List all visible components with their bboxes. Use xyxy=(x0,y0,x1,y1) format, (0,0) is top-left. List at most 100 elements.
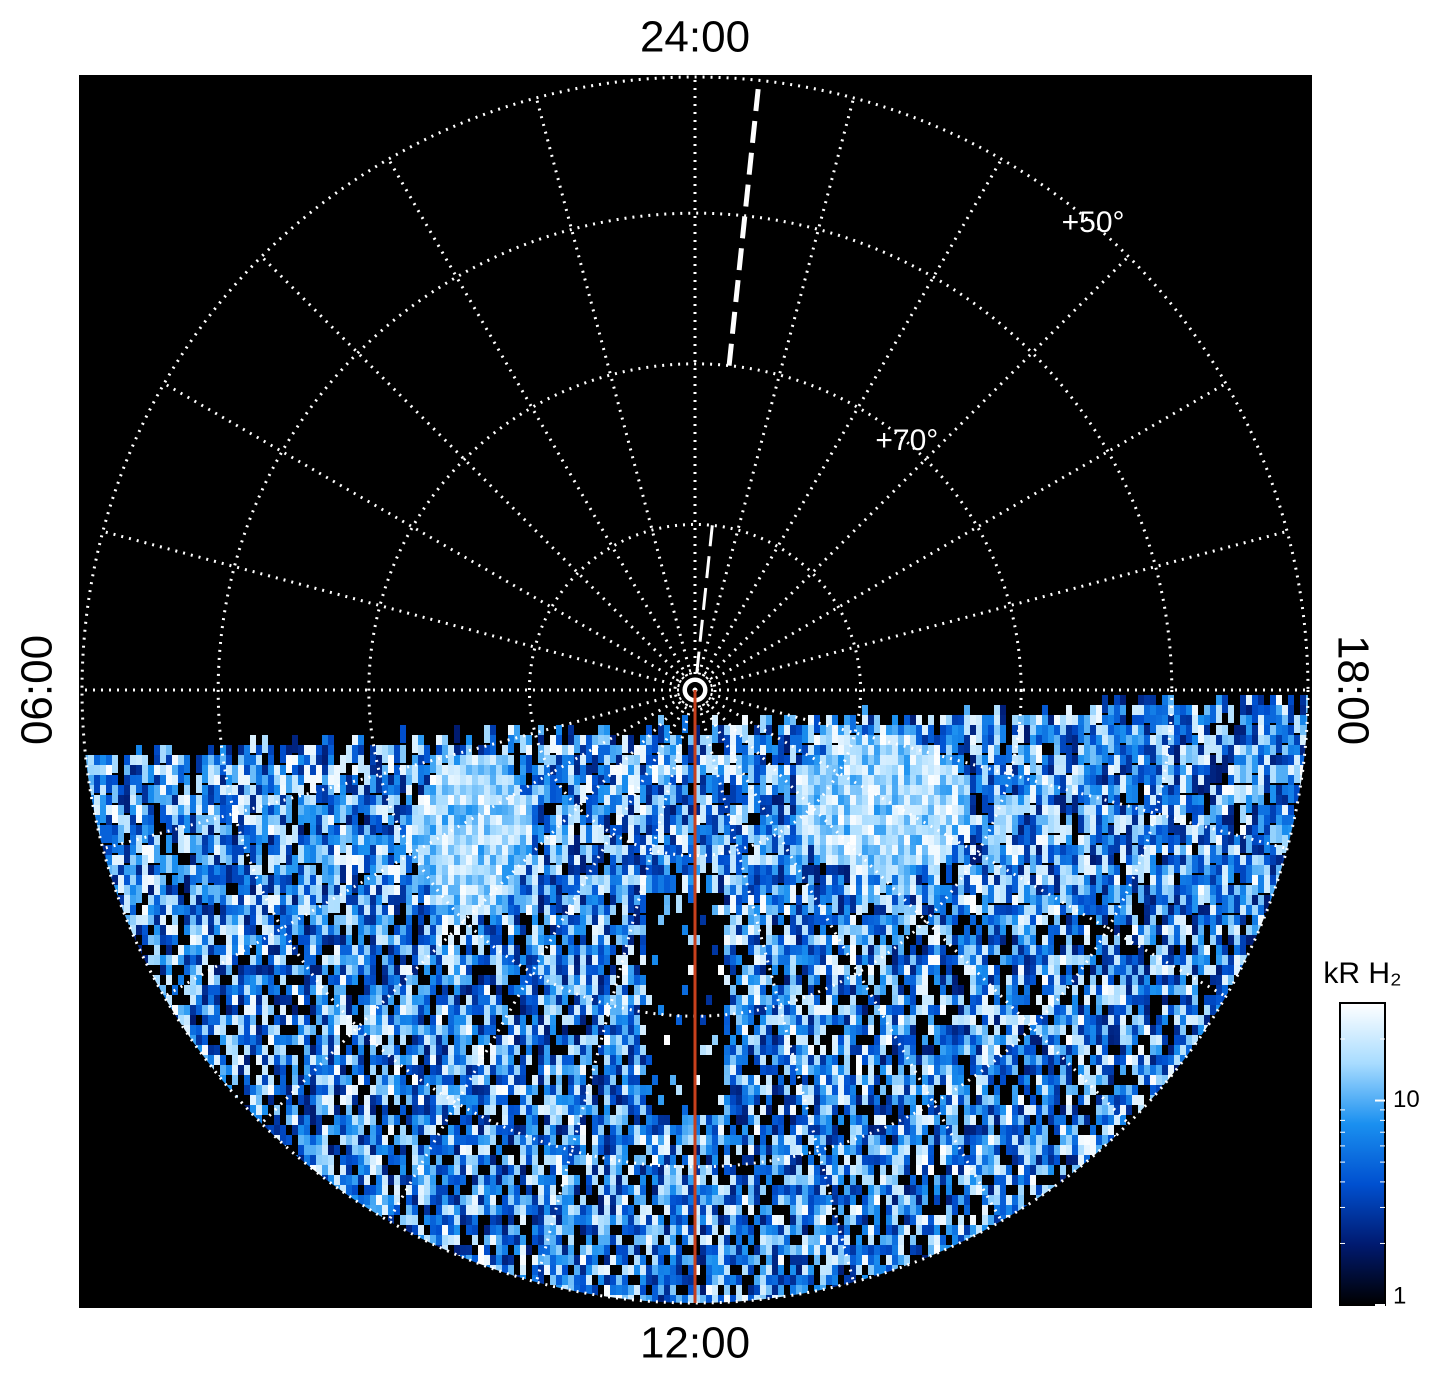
pixel xyxy=(952,1015,958,1025)
pixel xyxy=(592,875,598,893)
pixel xyxy=(658,765,664,783)
pixel xyxy=(838,965,844,975)
pixel xyxy=(442,955,448,965)
pixel xyxy=(694,805,700,823)
pixel xyxy=(640,955,646,965)
pixel xyxy=(562,965,568,975)
pixel xyxy=(922,975,928,985)
pixel xyxy=(730,805,736,823)
pixel xyxy=(124,895,130,913)
pixel xyxy=(1036,735,1042,753)
pixel xyxy=(490,865,496,883)
pixel xyxy=(154,975,160,985)
pixel xyxy=(982,1005,988,1015)
pixel xyxy=(952,915,958,925)
pixel xyxy=(832,715,838,733)
pixel xyxy=(1096,935,1102,945)
pixel xyxy=(400,725,406,743)
pixel xyxy=(742,715,748,733)
pixel xyxy=(808,805,814,823)
pixel xyxy=(322,785,328,803)
pixel xyxy=(886,745,892,763)
pixel xyxy=(796,755,802,773)
pixel xyxy=(1216,735,1222,753)
pixel xyxy=(556,885,562,903)
pixel xyxy=(1066,745,1072,763)
pixel xyxy=(622,955,628,965)
pixel xyxy=(910,985,916,995)
pixel xyxy=(586,945,592,955)
pixel xyxy=(166,765,172,783)
pixel xyxy=(202,1015,208,1025)
pixel xyxy=(118,795,124,813)
pixel xyxy=(238,775,244,793)
pixel xyxy=(1144,745,1150,763)
pixel xyxy=(664,855,670,873)
pixel xyxy=(244,985,250,995)
pixel xyxy=(622,945,628,955)
pixel xyxy=(1096,735,1102,753)
pixel xyxy=(544,815,550,833)
pixel xyxy=(1054,955,1060,965)
pixel xyxy=(622,845,628,863)
pixel xyxy=(256,1005,262,1015)
pixel xyxy=(1216,815,1222,833)
pixel xyxy=(934,915,940,925)
pixel xyxy=(352,795,358,813)
pixel xyxy=(1156,715,1162,733)
pixel xyxy=(544,855,550,873)
pixel xyxy=(1282,715,1288,733)
pixel xyxy=(874,805,880,823)
pixel xyxy=(634,995,640,1005)
pixel xyxy=(976,965,982,975)
pixel xyxy=(178,1015,184,1025)
pixel xyxy=(208,965,214,975)
pixel xyxy=(1030,945,1036,955)
pixel xyxy=(514,965,520,975)
pixel xyxy=(616,935,622,945)
pixel xyxy=(838,985,844,995)
pixel xyxy=(700,835,706,853)
pixel xyxy=(970,715,976,733)
pixel xyxy=(178,835,184,853)
pixel xyxy=(1018,815,1024,833)
pixel xyxy=(508,815,514,833)
pixel xyxy=(748,785,754,803)
pixel xyxy=(1084,875,1090,893)
pixel xyxy=(994,765,1000,783)
pixel xyxy=(880,865,886,883)
pixel xyxy=(388,915,394,925)
pixel xyxy=(220,905,226,915)
pixel xyxy=(1150,875,1156,893)
pixel xyxy=(796,765,802,783)
pixel xyxy=(1096,915,1102,925)
pixel xyxy=(814,835,820,853)
pixel xyxy=(826,995,832,1005)
pixel xyxy=(1120,765,1126,783)
pixel xyxy=(1138,765,1144,783)
pixel xyxy=(328,935,334,945)
pixel xyxy=(1048,905,1054,915)
pixel xyxy=(238,1025,244,1035)
pixel xyxy=(250,915,256,925)
pixel xyxy=(328,855,334,873)
pixel xyxy=(406,975,412,985)
pixel xyxy=(298,805,304,823)
pixel xyxy=(934,825,940,843)
pixel xyxy=(118,785,124,803)
pixel xyxy=(238,825,244,843)
pixel xyxy=(1174,845,1180,863)
pixel xyxy=(532,985,538,995)
pixel xyxy=(1084,765,1090,783)
pixel xyxy=(1018,875,1024,893)
pixel xyxy=(424,855,430,873)
pixel xyxy=(742,755,748,773)
pixel xyxy=(1048,1025,1054,1035)
pixel xyxy=(814,975,820,985)
pixel xyxy=(868,805,874,823)
pixel xyxy=(352,735,358,753)
pixel xyxy=(352,955,358,965)
pixel xyxy=(448,805,454,823)
pixel xyxy=(1150,705,1156,723)
pixel xyxy=(1096,805,1102,823)
